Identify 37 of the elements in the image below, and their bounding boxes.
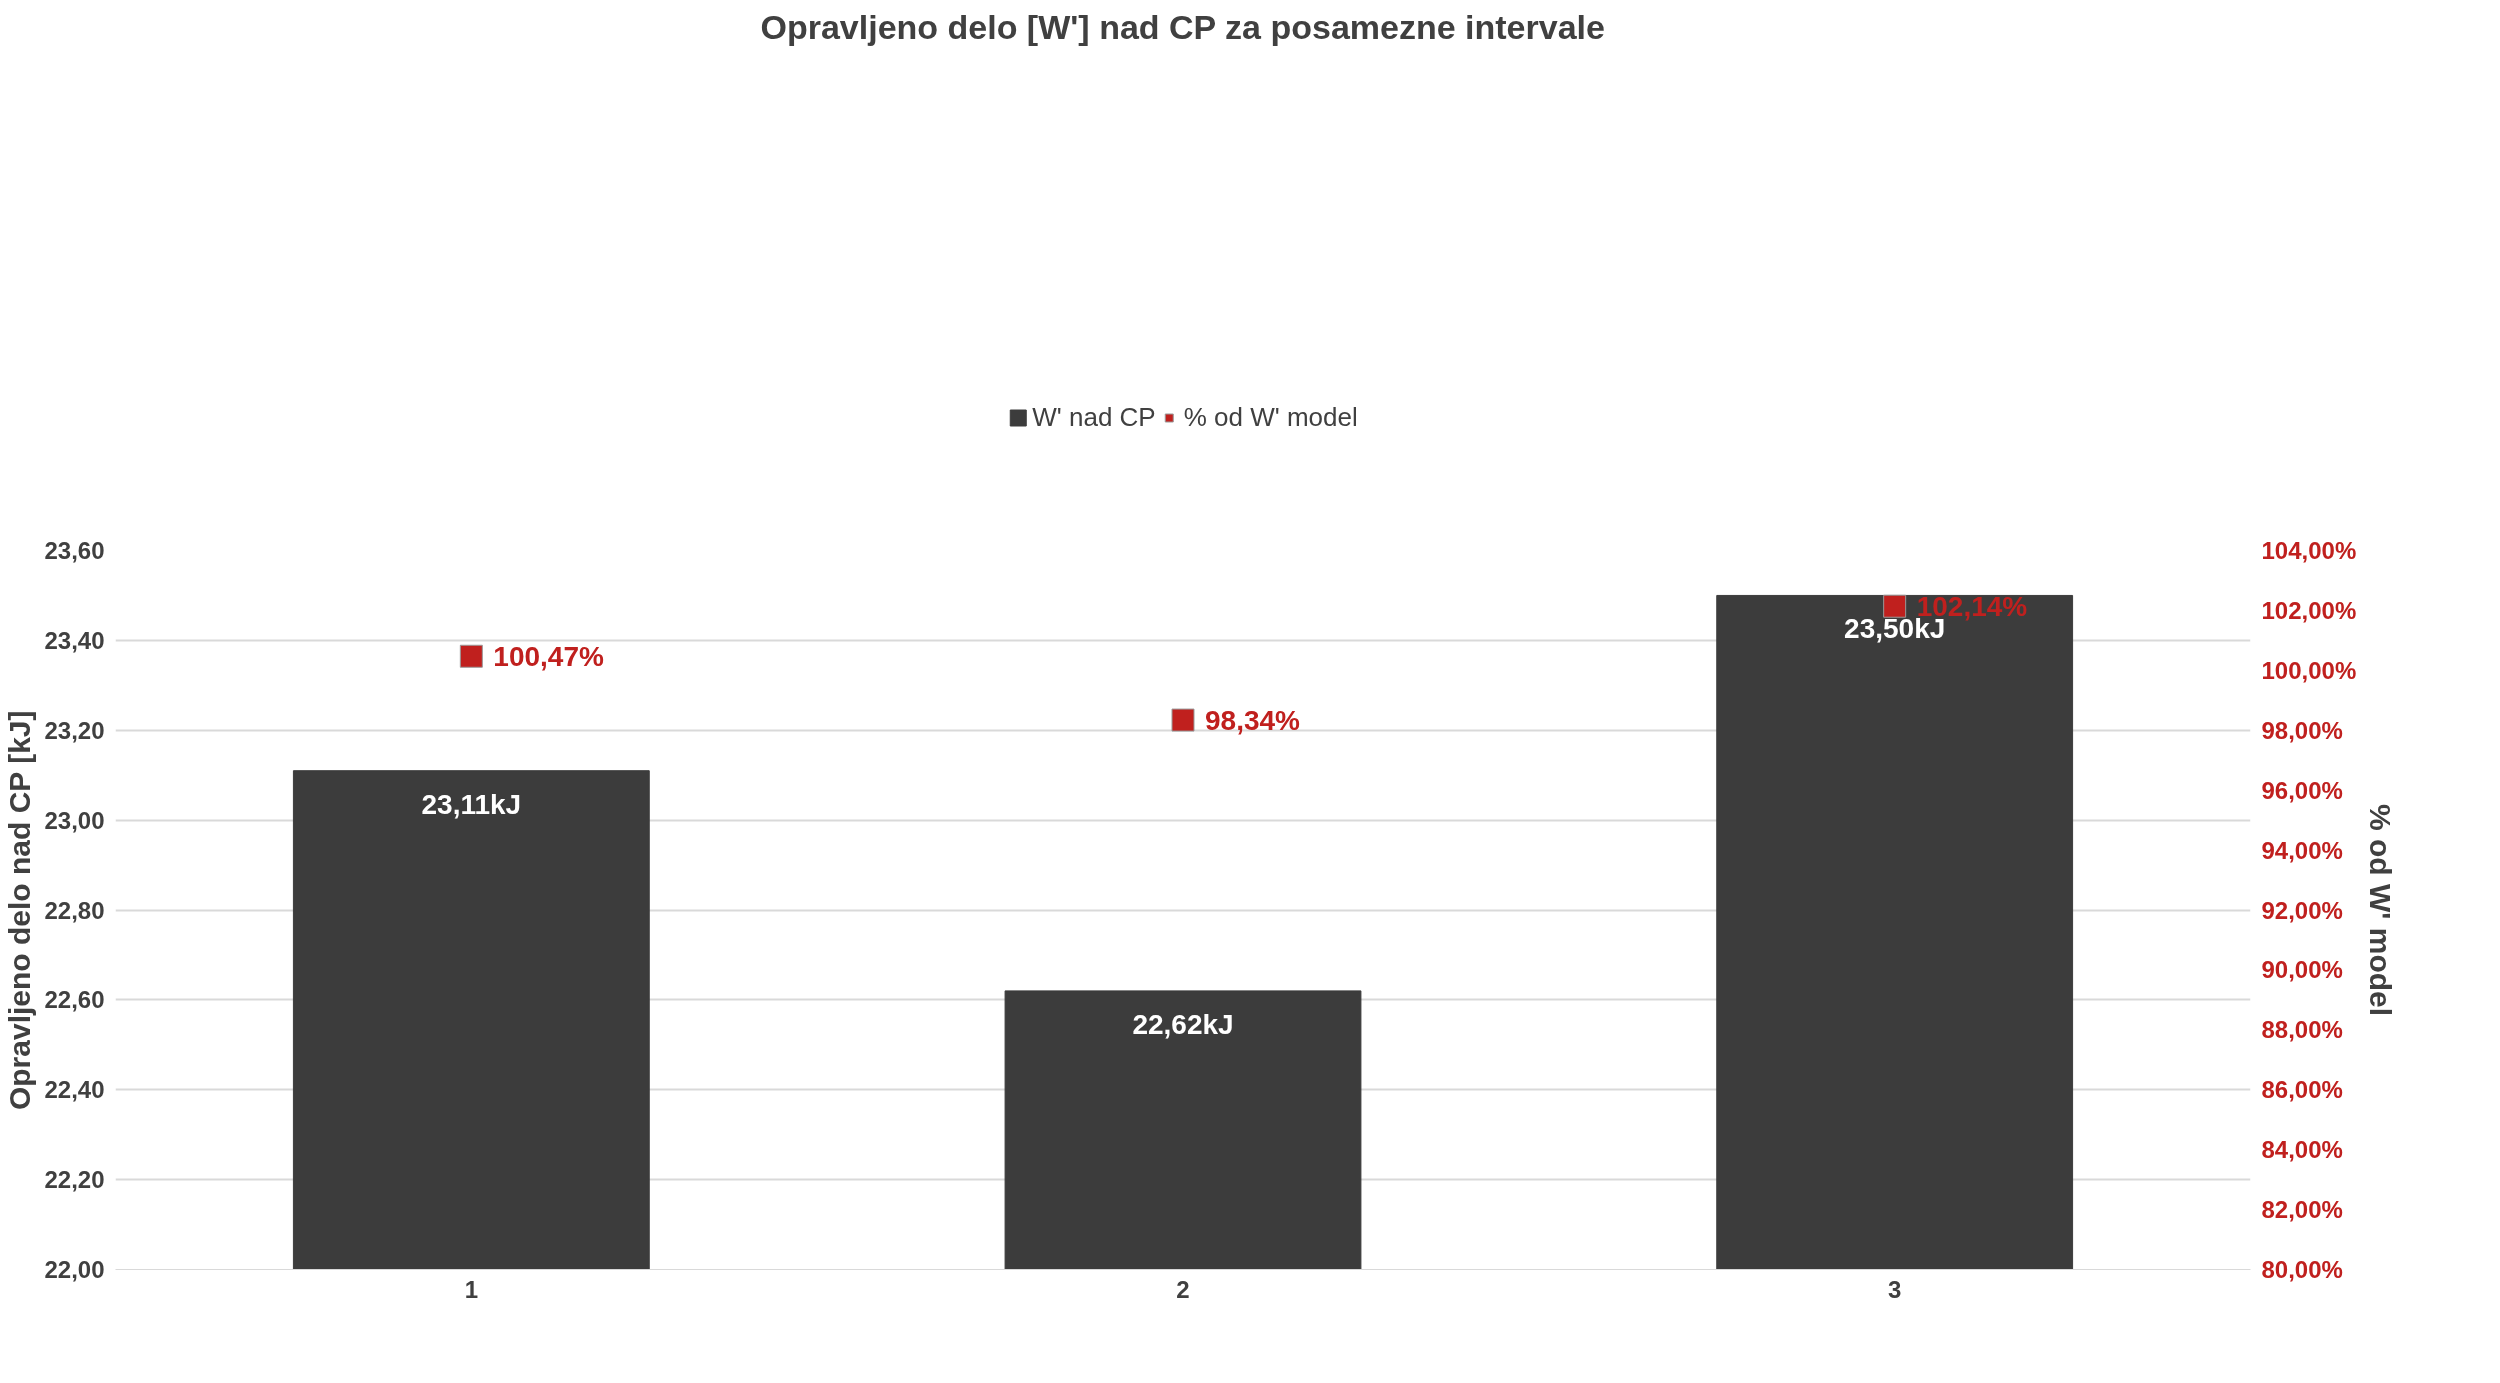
y2-tick-label: 94,00% (2261, 836, 2343, 864)
legend-label: W' nad CP (1032, 401, 1156, 433)
point (1883, 594, 1907, 618)
y2-axis-title: % od W' model (2364, 803, 2398, 1017)
data-label: 98,34% (1205, 704, 1301, 736)
y2-tick-label: 80,00% (2261, 1256, 2343, 1283)
y2-tick-label: 90,00% (2261, 956, 2343, 984)
y2-tick-label: 92,00% (2261, 896, 2343, 924)
chart-title: Opravljeno delo [W'] nad CP za posamezne intervale (760, 7, 1605, 46)
data-label: 23,11kJ (421, 788, 522, 820)
y2-tick-label: 88,00% (2261, 1016, 2343, 1044)
data-label: 22,62kJ (1132, 1008, 1234, 1040)
y2-tick-label: 84,00% (2261, 1136, 2343, 1164)
data-label: 100,47% (493, 640, 604, 672)
y2-tick-label: 86,00% (2261, 1076, 2343, 1104)
y-tick-label: 22,40 (44, 1076, 105, 1104)
y-tick-label: 23,60 (44, 537, 105, 564)
y2-tick-label: 104,00% (2261, 537, 2357, 564)
y-tick-label: 23,00 (44, 806, 105, 834)
y2-tick-label: 82,00% (2261, 1196, 2343, 1224)
y-tick-label: 22,60 (44, 986, 105, 1014)
legend-label: % od W' model (1183, 401, 1358, 433)
y-tick-label: 23,40 (44, 626, 105, 654)
y2-tick-label: 98,00% (2261, 716, 2343, 744)
point (1171, 708, 1195, 732)
y-tick-label: 22,00 (44, 1256, 105, 1283)
y-axis-title: Opravljeno delo nad CP [kJ] (3, 710, 37, 1111)
x-tick-label: 3 (1887, 1275, 1902, 1303)
point (459, 644, 483, 668)
x-tick-label: 2 (1176, 1275, 1190, 1303)
y-tick-label: 22,80 (44, 896, 105, 924)
y-tick-label: 23,20 (44, 716, 105, 744)
y2-tick-label: 100,00% (2261, 656, 2357, 684)
y2-tick-label: 96,00% (2261, 776, 2343, 804)
x-tick-label: 1 (464, 1275, 479, 1303)
y-tick-label: 22,20 (44, 1166, 105, 1194)
y2-tick-label: 102,00% (2261, 596, 2357, 624)
